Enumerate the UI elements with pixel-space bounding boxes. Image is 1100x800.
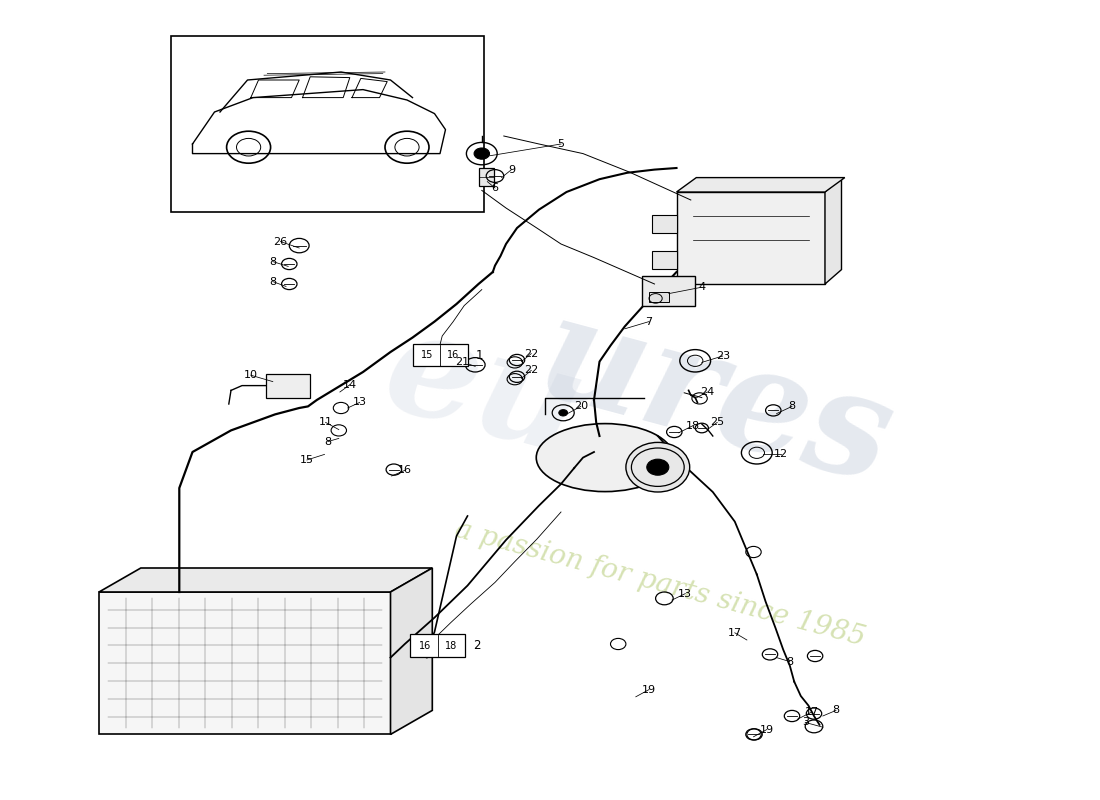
FancyBboxPatch shape (652, 251, 676, 269)
Circle shape (559, 410, 568, 416)
Text: 17: 17 (805, 707, 818, 717)
Ellipse shape (537, 424, 673, 491)
FancyBboxPatch shape (652, 215, 676, 233)
Text: 23: 23 (716, 351, 729, 361)
Text: 26: 26 (274, 237, 287, 246)
Text: 16: 16 (398, 466, 411, 475)
Text: 1: 1 (475, 349, 483, 362)
Text: 6: 6 (492, 183, 498, 193)
FancyBboxPatch shape (266, 374, 310, 398)
Text: 19: 19 (642, 685, 656, 694)
Text: 3: 3 (802, 718, 808, 727)
Text: 8: 8 (789, 402, 795, 411)
Text: 18: 18 (444, 641, 458, 650)
Text: 22: 22 (525, 366, 538, 375)
Polygon shape (825, 178, 842, 284)
Text: 22: 22 (525, 349, 538, 358)
Polygon shape (390, 568, 432, 734)
Text: 9: 9 (508, 165, 515, 174)
Text: 8: 8 (270, 277, 276, 286)
Text: 8: 8 (270, 257, 276, 266)
Circle shape (474, 148, 490, 159)
Text: 14: 14 (343, 380, 356, 390)
Text: 15: 15 (420, 350, 433, 360)
Text: 12: 12 (774, 450, 788, 459)
Text: 11: 11 (319, 418, 332, 427)
Text: 13: 13 (679, 589, 692, 598)
Text: 20: 20 (574, 402, 587, 411)
Text: ures: ures (524, 286, 906, 514)
FancyBboxPatch shape (642, 276, 695, 306)
Text: 15: 15 (300, 455, 313, 465)
Text: 16: 16 (418, 641, 431, 650)
Text: 13: 13 (353, 398, 366, 407)
FancyBboxPatch shape (676, 192, 825, 284)
Text: 16: 16 (447, 350, 460, 360)
Text: 24: 24 (701, 387, 714, 397)
FancyBboxPatch shape (649, 292, 669, 302)
Text: 10: 10 (244, 370, 257, 380)
Ellipse shape (626, 442, 690, 492)
Polygon shape (99, 568, 432, 592)
Text: 19: 19 (760, 725, 773, 734)
Text: 8: 8 (786, 657, 793, 666)
Text: 21: 21 (455, 357, 469, 366)
Text: 7: 7 (646, 317, 652, 326)
Text: 5: 5 (558, 139, 564, 149)
Polygon shape (676, 178, 845, 192)
Text: 4: 4 (698, 282, 705, 292)
Circle shape (647, 459, 669, 475)
Text: 25: 25 (711, 418, 724, 427)
Text: 17: 17 (728, 628, 741, 638)
FancyBboxPatch shape (478, 168, 494, 186)
FancyBboxPatch shape (170, 36, 484, 212)
FancyBboxPatch shape (99, 592, 390, 734)
Text: eu: eu (370, 298, 598, 486)
Text: 2: 2 (473, 639, 481, 652)
FancyBboxPatch shape (410, 634, 465, 657)
Text: a passion for parts since 1985: a passion for parts since 1985 (452, 516, 868, 652)
Text: 8: 8 (833, 706, 839, 715)
FancyBboxPatch shape (412, 344, 468, 366)
Text: 18: 18 (686, 421, 700, 430)
Text: 8: 8 (324, 437, 331, 446)
